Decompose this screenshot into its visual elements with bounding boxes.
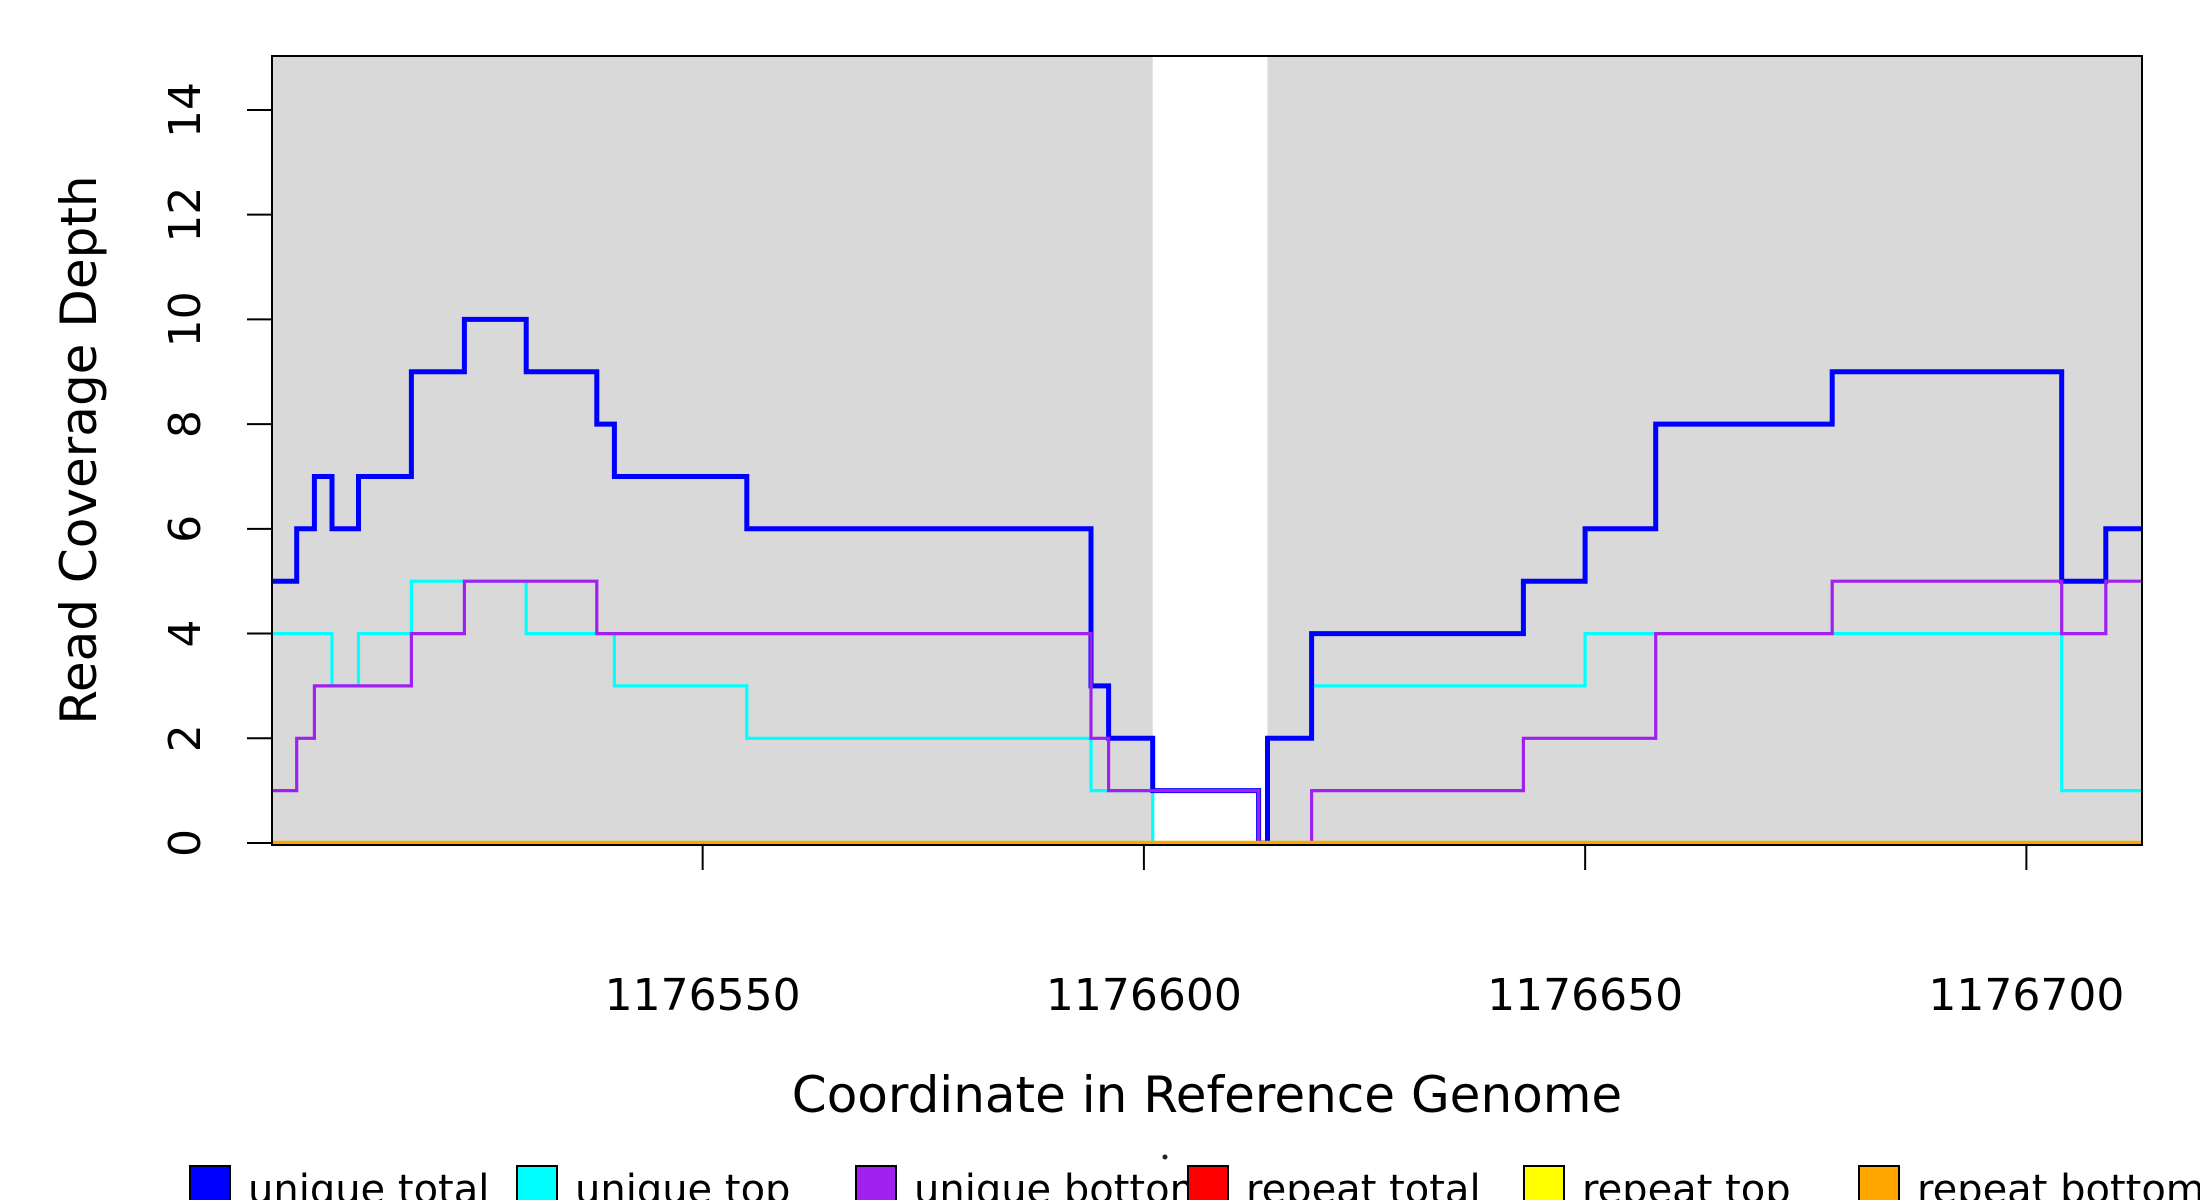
legend-item-repeat-bottom: repeat bottom — [1858, 1165, 2200, 1200]
legend-label: repeat bottom — [1917, 1167, 2200, 1200]
y-tick-label: 12 — [160, 187, 211, 243]
legend-swatch — [855, 1165, 897, 1200]
x-tick-label: 1176650 — [1487, 970, 1683, 1021]
plot-border-box — [271, 55, 2143, 846]
legend-item-repeat-total: repeat total — [1187, 1165, 1481, 1200]
y-axis-title: Read Coverage Depth — [50, 175, 108, 724]
x-axis-ticks: 1176550 1176600 1176650 1176700 — [605, 845, 2124, 1021]
shaded-region — [272, 56, 1153, 845]
y-tick-label: 10 — [160, 291, 211, 347]
legend-item-unique-bottom: unique bottom — [855, 1165, 1209, 1200]
legend-swatch — [189, 1165, 231, 1200]
x-tick-label: 1176550 — [605, 970, 801, 1021]
series-line-unique-total — [272, 316, 2142, 845]
legend-label: unique total — [248, 1167, 489, 1200]
y-tick-label: 8 — [160, 410, 211, 438]
y-tick-label: 14 — [160, 82, 211, 138]
chart-legend: unique total unique top unique bottom repea… — [189, 1165, 2200, 1200]
legend-label: repeat total — [1246, 1167, 1481, 1200]
legend-label: repeat top — [1582, 1167, 1791, 1200]
legend-item-unique-top: unique top — [516, 1165, 790, 1200]
legend-label: unique bottom — [914, 1167, 1209, 1200]
shaded-background-bands — [272, 56, 2142, 845]
y-tick-label: 2 — [160, 724, 211, 752]
x-axis-title: Coordinate in Reference Genome — [792, 1066, 1622, 1124]
legend-label: unique top — [575, 1167, 790, 1200]
y-tick-label: 0 — [160, 829, 211, 857]
legend-swatch — [1187, 1165, 1229, 1200]
legend-swatch — [1858, 1165, 1900, 1200]
legend-swatch — [1523, 1165, 1565, 1200]
legend-item-unique-total: unique total — [189, 1165, 489, 1200]
x-tick-label: 1176600 — [1046, 970, 1242, 1021]
series-line-unique-bottom — [272, 579, 2142, 845]
y-axis-ticks: 0 2 4 6 8 10 12 14 — [160, 82, 272, 857]
stray-dot-mark — [1162, 1154, 1168, 1160]
x-tick-label: 1176700 — [1928, 970, 2124, 1021]
coverage-step-lines — [272, 316, 2142, 845]
legend-swatch — [516, 1165, 558, 1200]
shaded-region — [1267, 56, 2142, 845]
y-tick-label: 6 — [160, 515, 211, 543]
series-line-unique-top — [272, 579, 2142, 845]
y-tick-label: 4 — [160, 620, 211, 648]
legend-item-repeat-top: repeat top — [1523, 1165, 1791, 1200]
